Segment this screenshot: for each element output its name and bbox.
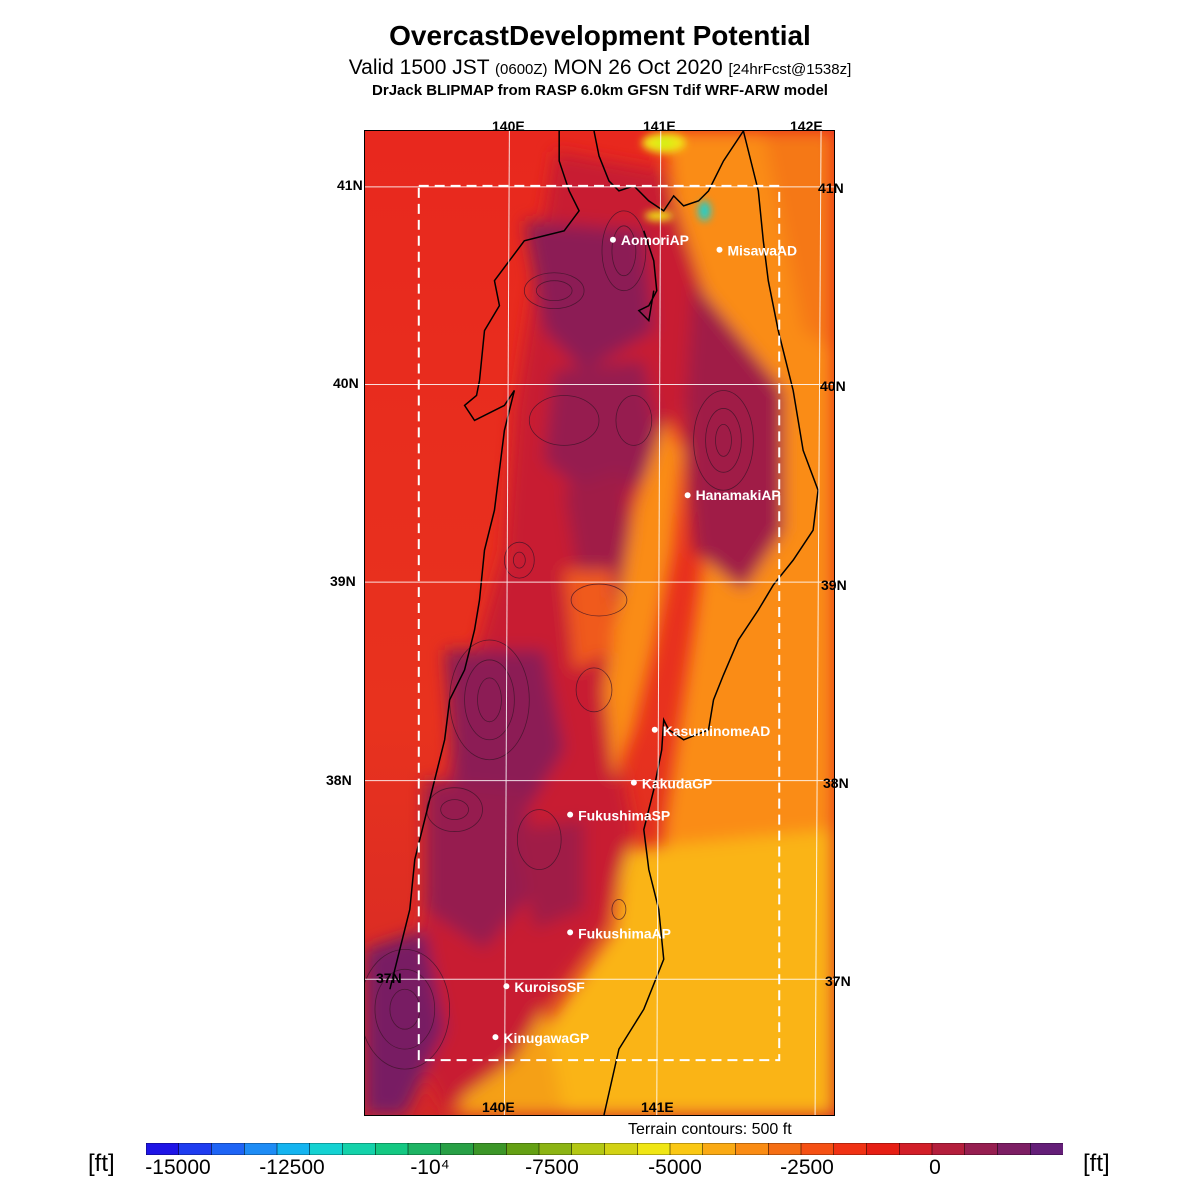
colorbar-swatch: [473, 1143, 507, 1155]
colorbar-tick-label: -10⁴: [410, 1156, 450, 1179]
model-description: DrJack BLIPMAP from RASP 6.0km GFSN Tdif…: [372, 82, 828, 99]
colorbar-swatch: [407, 1143, 442, 1155]
colorbar-swatch: [178, 1143, 213, 1155]
station-markers: AomoriAP MisawaAD HanamakiAP KasuminomeA…: [492, 232, 797, 1046]
station-label: KakudaGP: [642, 776, 712, 792]
colorbar-swatch: [276, 1143, 311, 1155]
colorbar-swatch: [571, 1143, 606, 1155]
right-lat-label: 41N: [818, 180, 844, 196]
colorbar-swatch: [538, 1143, 573, 1155]
colorbar-swatch: [768, 1143, 802, 1155]
colorbar-tick-label: -15000: [145, 1156, 211, 1179]
left-lat-label: 40N: [333, 375, 359, 391]
station-dot: [503, 983, 510, 990]
colorbar-swatch: [440, 1143, 475, 1155]
valid-time: Valid 1500 JST (0600Z) MON 26 Oct 2020 […: [0, 56, 1200, 80]
colorbar-swatch: [1030, 1143, 1063, 1155]
terrain-contours: [365, 210, 754, 1070]
bottom-lon-label: 141E: [641, 1099, 674, 1115]
colorbar-swatch: [244, 1143, 278, 1155]
station-dot: [684, 492, 691, 499]
colorbar-swatch: [604, 1143, 638, 1155]
bottom-lon-label: 140E: [482, 1099, 515, 1115]
colorbar-swatch: [211, 1143, 245, 1155]
left-lat-label: 37N: [376, 970, 402, 986]
station-label: AomoriAP: [621, 232, 689, 248]
right-lat-label: 37N: [825, 973, 851, 989]
station-label: KuroisoSF: [514, 979, 584, 995]
colorbar-swatch: [342, 1143, 376, 1155]
right-lat-label: 40N: [820, 378, 846, 394]
colorbar-tick-label: -5000: [648, 1156, 702, 1179]
station-dot: [716, 246, 723, 253]
right-lat-label: 39N: [821, 577, 847, 593]
station-label: MisawaAD: [727, 243, 797, 259]
colorbar-swatch: [702, 1143, 737, 1155]
map-title: OvercastDevelopment Potential: [389, 20, 811, 51]
left-lat-label: 39N: [330, 573, 356, 589]
colorbar-swatch: [146, 1143, 180, 1155]
colorbar-swatch: [800, 1143, 835, 1155]
colorbar-swatch: [309, 1143, 344, 1155]
station-label: KinugawaGP: [503, 1030, 589, 1046]
bright-spots: [641, 132, 711, 221]
colorbar-swatch: [375, 1143, 409, 1155]
station-dot: [609, 236, 616, 243]
station-label: FukushimaSP: [578, 808, 670, 824]
colorbar-swatch: [899, 1143, 933, 1155]
forecast-hour: [24hrFcst@1538z]: [728, 61, 852, 78]
graticule: [365, 131, 834, 1115]
colorbar-swatch: [833, 1143, 868, 1155]
station-dot: [651, 726, 658, 733]
colorbar-swatch: [735, 1143, 769, 1155]
station-label: KasuminomeAD: [663, 723, 771, 739]
colorbar-swatch: [506, 1143, 540, 1155]
station-dot: [630, 779, 637, 786]
colorbar-swatch: [866, 1143, 900, 1155]
colorbar-swatch: [931, 1143, 966, 1155]
colorbar-swatch: [637, 1143, 671, 1155]
station-label: HanamakiAP: [696, 487, 781, 503]
top-lon-label: 142E: [790, 118, 823, 134]
coastline: [389, 131, 819, 1115]
analysis-domain-box: [417, 184, 781, 1062]
left-lat-label: 38N: [326, 772, 352, 788]
left-lat-label: 41N: [337, 177, 363, 193]
colorbar: [146, 1143, 1063, 1155]
top-lon-label: 140E: [492, 118, 525, 134]
colorbar-tick-label: 0: [929, 1156, 941, 1179]
colorbar-swatch: [997, 1143, 1031, 1155]
colorbar-tick-label: -12500: [259, 1156, 325, 1179]
colorbar-unit-right: [ft]: [1083, 1150, 1110, 1177]
station-dot: [492, 1034, 499, 1041]
valid-date: MON 26 Oct 2020: [553, 56, 723, 79]
colorbar-swatch: [964, 1143, 999, 1155]
station-dot: [567, 811, 574, 818]
colorbar-swatch: [669, 1143, 704, 1155]
station-dot: [567, 929, 574, 936]
forecast-map: AomoriAP MisawaAD HanamakiAP KasuminomeA…: [364, 130, 835, 1116]
station-label: FukushimaAP: [578, 925, 671, 941]
top-lon-label: 141E: [643, 118, 676, 134]
colorbar-tick-label: -7500: [525, 1156, 579, 1179]
terrain-contour-note: Terrain contours: 500 ft: [628, 1121, 792, 1138]
valid-prefix: Valid 1500 JST: [348, 56, 490, 79]
valid-zulu: (0600Z): [495, 61, 548, 78]
colorbar-tick-label: -2500: [780, 1156, 834, 1179]
right-lat-label: 38N: [823, 775, 849, 791]
colorbar-unit-left: [ft]: [88, 1150, 115, 1177]
